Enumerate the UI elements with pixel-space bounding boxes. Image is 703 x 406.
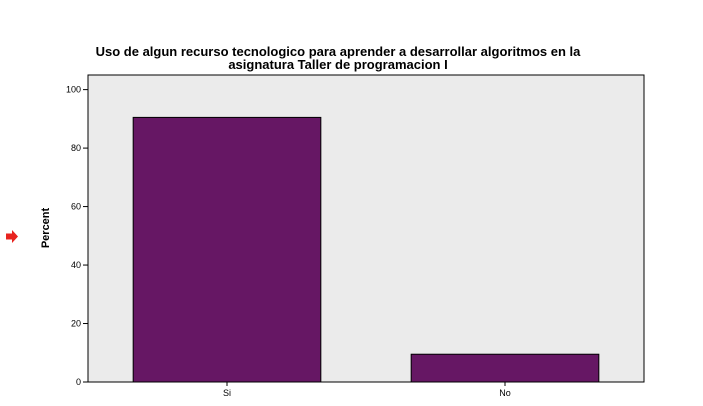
y-tick-label-60: 60 (71, 202, 81, 212)
red-arrow-icon (6, 230, 18, 243)
x-tick-label-no: No (499, 388, 511, 398)
y-tick-label-80: 80 (71, 143, 81, 153)
y-tick-label-40: 40 (71, 260, 81, 270)
bar-no (410, 353, 600, 383)
chart-title-line-1: Uso de algun recurso tecnologico para ap… (96, 44, 582, 59)
y-axis-title: Percent (40, 207, 52, 248)
chart-title-line-2: asignatura Taller de programacion I (228, 57, 447, 72)
x-axis: Si No (223, 382, 511, 398)
bars-group (132, 116, 600, 383)
x-tick-label-si: Si (223, 388, 231, 398)
y-axis: 0 20 40 60 80 100 (66, 85, 88, 387)
bar-si (132, 116, 322, 383)
y-tick-label-0: 0 (76, 377, 81, 387)
y-tick-label-100: 100 (66, 85, 81, 95)
y-tick-label-20: 20 (71, 319, 81, 329)
